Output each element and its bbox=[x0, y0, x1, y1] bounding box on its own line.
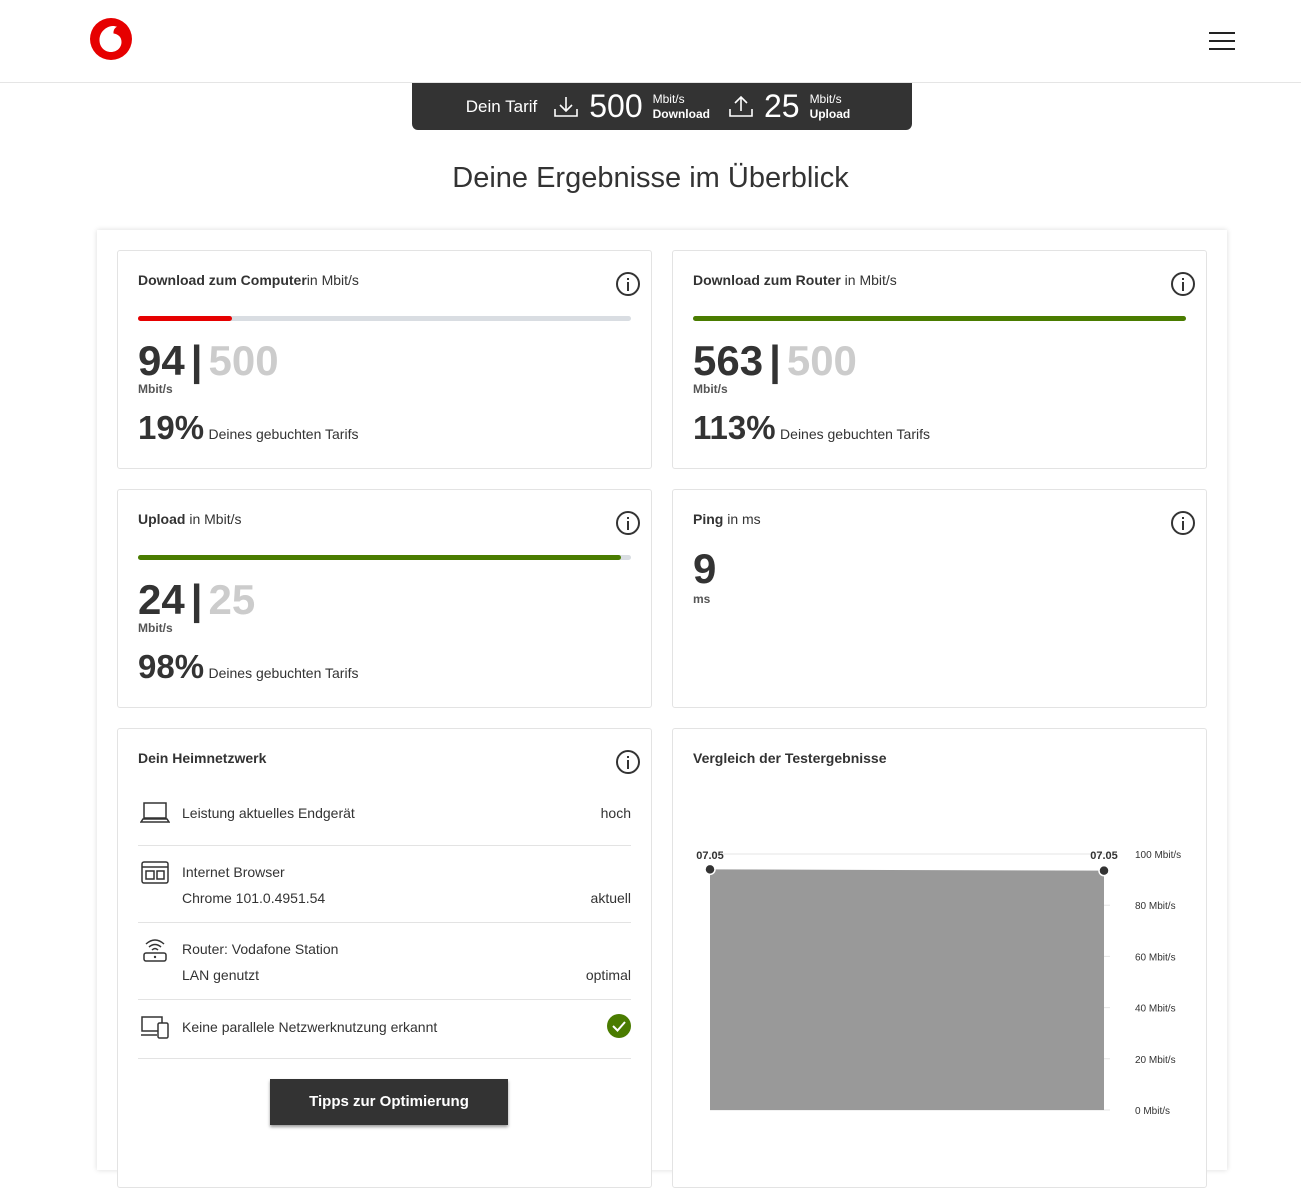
row-label: Internet Browser bbox=[182, 864, 285, 880]
card-title: Ping bbox=[693, 511, 724, 527]
percent-text: Deines gebuchten Tarifs bbox=[208, 665, 359, 681]
data-point bbox=[704, 863, 716, 876]
progress-fill bbox=[138, 555, 622, 560]
tarif-label: Dein Tarif bbox=[465, 96, 538, 116]
value-unit: Mbit/s bbox=[138, 621, 173, 635]
y-tick-label: 100 Mbit/s bbox=[1135, 850, 1181, 861]
download-icon bbox=[554, 96, 579, 117]
progress-bar bbox=[138, 555, 631, 560]
laptop-icon bbox=[140, 802, 170, 823]
page-title: Deine Ergebnisse im Überblick bbox=[452, 162, 849, 194]
percent-value: 98% bbox=[138, 648, 205, 685]
tarif-upload-label: Upload bbox=[809, 106, 851, 121]
comparison-card: Vergleich der Testergebnisse 100 Mbit/s 8… bbox=[672, 728, 1207, 1188]
progress-bar bbox=[693, 316, 1186, 321]
info-icon[interactable] bbox=[1171, 272, 1195, 296]
tarif-download-value: 500 bbox=[589, 88, 643, 124]
header bbox=[0, 0, 1301, 83]
value-unit: Mbit/s bbox=[138, 382, 173, 396]
info-icon[interactable] bbox=[616, 750, 640, 774]
card-title: Download zum Router bbox=[693, 272, 841, 288]
comparison-chart: 100 Mbit/s 80 Mbit/s 60 Mbit/s 40 Mbit/s 20 … bbox=[696, 850, 1181, 1117]
row-sublabel: Chrome 101.0.4951.54 bbox=[182, 890, 326, 906]
hamburger-menu-icon[interactable] bbox=[1209, 32, 1235, 52]
check-icon bbox=[607, 1014, 631, 1038]
home-network-card: Dein Heimnetzwerk Leistung aktuelles End… bbox=[117, 728, 652, 1188]
measured-value: 24 bbox=[138, 576, 185, 623]
value-unit: Mbit/s bbox=[693, 382, 728, 396]
progress-fill bbox=[693, 316, 1186, 321]
x-tick-label: 07.05 bbox=[696, 850, 724, 862]
vodafone-logo[interactable] bbox=[88, 17, 134, 61]
tarif-upload-unit: Mbit/s bbox=[809, 91, 842, 106]
card-unit: in ms bbox=[723, 511, 761, 527]
y-tick-label: 20 Mbit/s bbox=[1135, 1055, 1176, 1066]
download-router-card: Download zum Router in Mbit/s 563 | 500 Mb… bbox=[672, 250, 1207, 469]
measured-value: 94 bbox=[138, 337, 185, 384]
tarif-download-unit: Mbit/s bbox=[652, 91, 685, 106]
row-status: optimal bbox=[585, 967, 631, 983]
percent-value: 19% bbox=[138, 409, 205, 446]
devices-icon bbox=[141, 1016, 169, 1039]
data-point bbox=[1098, 864, 1110, 877]
optimization-tips-button[interactable]: Tipps zur Optimierung bbox=[270, 1079, 508, 1125]
progress-fill bbox=[138, 316, 232, 321]
value-unit: ms bbox=[693, 592, 711, 606]
row-sublabel: LAN genutzt bbox=[182, 967, 260, 983]
card-unit: in Mbit/s bbox=[840, 272, 897, 288]
row-label: Keine parallele Netzwerknutzung erkannt bbox=[182, 1019, 438, 1035]
progress-bar bbox=[138, 316, 631, 321]
card-title: Download zum Computer bbox=[138, 272, 307, 288]
card-title: Upload bbox=[138, 511, 186, 527]
network-row-parallel: Keine parallele Netzwerknutzung erkannt bbox=[138, 1000, 631, 1059]
info-icon[interactable] bbox=[616, 272, 640, 296]
tarif-upload-value: 25 bbox=[763, 88, 800, 124]
download-computer-card: Download zum Computerin Mbit/s 94 | 500 Mb… bbox=[117, 250, 652, 469]
y-tick-label: 0 Mbit/s bbox=[1135, 1106, 1170, 1117]
ping-value: 9 bbox=[693, 545, 717, 592]
x-tick-label: 07.05 bbox=[1090, 850, 1118, 862]
tarif-download-label: Download bbox=[652, 106, 710, 121]
max-value: 25 bbox=[208, 576, 256, 623]
row-status: aktuell bbox=[590, 890, 631, 906]
y-tick-label: 80 Mbit/s bbox=[1135, 901, 1176, 912]
y-tick-label: 40 Mbit/s bbox=[1135, 1004, 1176, 1015]
router-wifi-icon bbox=[143, 939, 167, 962]
row-status: hoch bbox=[600, 805, 631, 821]
y-tick-label: 60 Mbit/s bbox=[1135, 952, 1176, 963]
upload-icon bbox=[729, 95, 753, 117]
percent-text: Deines gebuchten Tarifs bbox=[780, 426, 930, 442]
max-value: 500 bbox=[786, 337, 857, 384]
card-unit: in Mbit/s bbox=[306, 272, 359, 288]
results-panel: Download zum Computerin Mbit/s 94 | 500 Mb… bbox=[97, 230, 1227, 1188]
card-unit: in Mbit/s bbox=[185, 511, 242, 527]
info-icon[interactable] bbox=[1171, 511, 1195, 535]
info-icon[interactable] bbox=[616, 511, 640, 535]
network-row-device: Leistung aktuelles Endgerät hoch bbox=[138, 796, 631, 846]
percent-text: Deines gebuchten Tarifs bbox=[208, 426, 359, 442]
tarif-banner: Dein Tarif 500 Mbit/s Download 25 Mbit/s U… bbox=[412, 83, 912, 130]
measured-value: 563 bbox=[693, 337, 764, 384]
max-value: 500 bbox=[208, 337, 279, 384]
row-label: Router: Vodafone Station bbox=[182, 941, 339, 957]
card-title: Dein Heimnetzwerk bbox=[138, 750, 267, 766]
upload-card: Upload in Mbit/s 24 | 25 Mbit/s 98% Deines… bbox=[117, 489, 652, 708]
network-row-router: Router: Vodafone Station LAN genutzt opt… bbox=[138, 923, 631, 1000]
browser-icon bbox=[141, 861, 169, 884]
row-label: Leistung aktuelles Endgerät bbox=[182, 805, 355, 821]
card-title: Vergleich der Testergebnisse bbox=[693, 750, 887, 766]
percent-value: 113% bbox=[693, 409, 776, 446]
network-row-browser: Internet Browser Chrome 101.0.4951.54 ak… bbox=[138, 846, 631, 923]
series-area bbox=[710, 869, 1104, 1110]
ping-card: Ping in ms 9 ms bbox=[672, 489, 1207, 708]
